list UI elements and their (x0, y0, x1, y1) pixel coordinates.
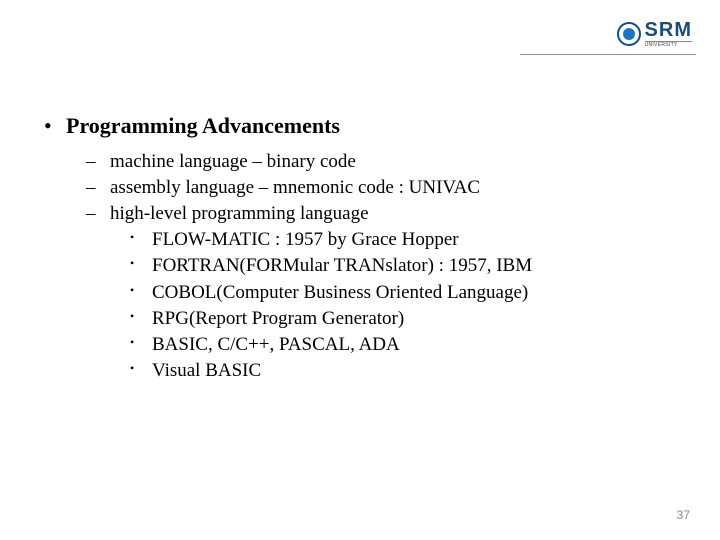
logo-divider (520, 54, 696, 55)
leaf-text: FORTRAN(FORMular TRANslator) : 1957, IBM (152, 255, 532, 276)
leaf-item: BASIC, C/C++, PASCAL, ADA (130, 332, 680, 358)
logo-text: SRM UNIVERSITY (645, 20, 692, 48)
page-number: 37 (677, 508, 690, 522)
leaf-text: FLOW-MATIC : 1957 by Grace Hopper (152, 229, 459, 250)
slide-content: Programming Advancements machine languag… (38, 112, 680, 391)
seal-icon (617, 22, 641, 46)
leaf-item: Visual BASIC (130, 358, 680, 384)
logo-main-text: SRM (645, 20, 692, 40)
sub-item-text: machine language – binary code (110, 151, 356, 172)
leaf-text: BASIC, C/C++, PASCAL, ADA (152, 334, 400, 355)
sub-item: high-level programming language FLOW-MAT… (86, 201, 680, 385)
sub-item-text: assembly language – mnemonic code : UNIV… (110, 177, 480, 198)
logo: SRM UNIVERSITY (617, 20, 692, 48)
sub-item: machine language – binary code (86, 149, 680, 175)
leaf-text: Visual BASIC (152, 360, 261, 381)
logo-sub-text: UNIVERSITY (645, 41, 692, 48)
slide-heading: Programming Advancements (66, 113, 340, 138)
sub-item: assembly language – mnemonic code : UNIV… (86, 175, 680, 201)
leaf-text: RPG(Report Program Generator) (152, 308, 404, 329)
sub-item-text: high-level programming language (110, 203, 369, 224)
leaf-item: RPG(Report Program Generator) (130, 306, 680, 332)
leaf-item: COBOL(Computer Business Oriented Languag… (130, 280, 680, 306)
leaf-text: COBOL(Computer Business Oriented Languag… (152, 282, 528, 303)
leaf-item: FORTRAN(FORMular TRANslator) : 1957, IBM (130, 253, 680, 279)
heading-item: Programming Advancements machine languag… (38, 112, 680, 385)
leaf-item: FLOW-MATIC : 1957 by Grace Hopper (130, 227, 680, 253)
